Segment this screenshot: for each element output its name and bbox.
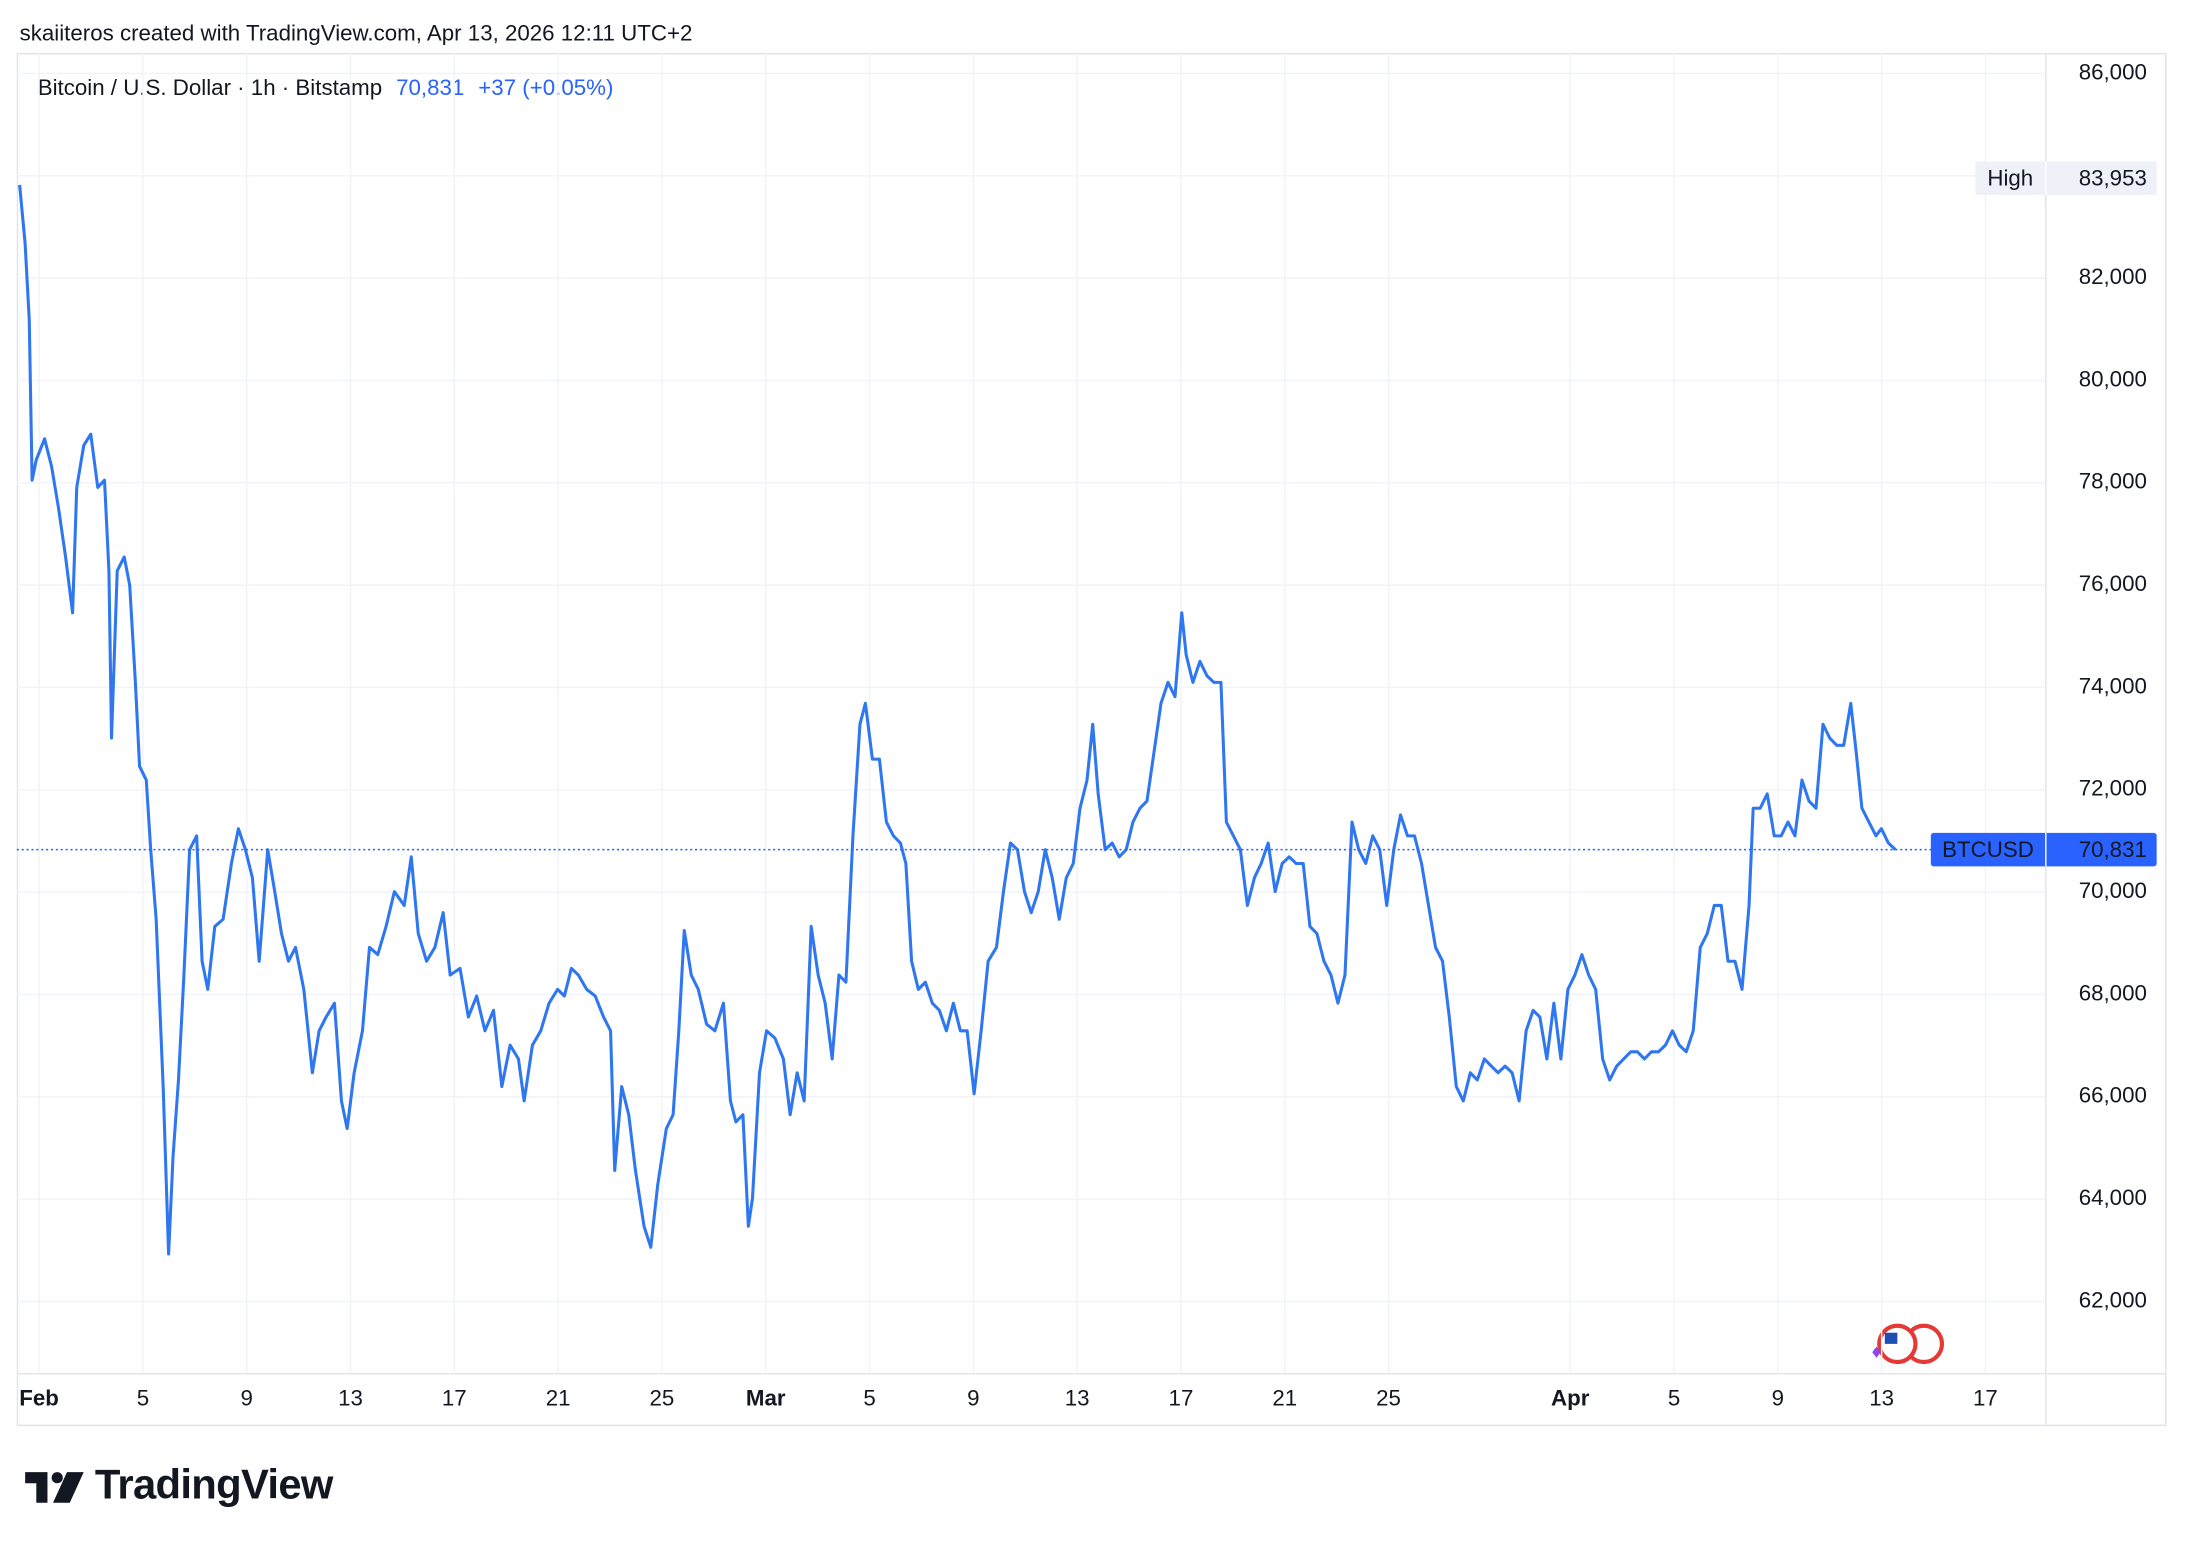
logo-mark — [53, 1472, 84, 1503]
x-tick-label: 17 — [1973, 1386, 1998, 1411]
y-tick-label: 68,000 — [2079, 980, 2147, 1005]
x-tick-label: Apr — [1551, 1386, 1590, 1411]
high-label: 83,953 — [2079, 165, 2147, 190]
x-tick-label: 13 — [1065, 1386, 1090, 1411]
brand-logo: TradingView — [25, 1460, 335, 1507]
x-tick-label: 13 — [1869, 1386, 1894, 1411]
symbol-legend: Bitcoin / U.S. Dollar · 1h · Bitstamp 70,… — [38, 75, 614, 100]
price-line-series — [18, 184, 1897, 1256]
last-price-badge — [1930, 832, 2157, 867]
y-tick-label: 80,000 — [2079, 366, 2147, 391]
y-tick-label: 66,000 — [2079, 1083, 2147, 1108]
flags-icon — [1872, 1323, 1945, 1365]
y-tick-label: 78,000 — [2079, 469, 2147, 494]
x-tick-label: 21 — [1272, 1386, 1297, 1411]
last-price-name: BTCUSD — [1942, 837, 2034, 862]
price-change: +37 (+0.05%) — [478, 75, 613, 100]
x-tick-label: 17 — [442, 1386, 467, 1411]
x-tick-label: 5 — [863, 1386, 875, 1411]
y-tick-label: 70,000 — [2079, 878, 2147, 903]
high-badge — [1975, 161, 2157, 195]
chart-title: Bitcoin / U.S. Dollar · 1h · Bitstamp — [38, 75, 382, 100]
last-price: 70,831 — [396, 75, 464, 100]
y-tick-label: 86,000 — [2079, 59, 2147, 84]
x-tick-label: 13 — [338, 1386, 363, 1411]
x-tick-label: Feb — [19, 1386, 59, 1411]
y-tick-label: 74,000 — [2079, 673, 2147, 698]
x-tick-label: 9 — [967, 1386, 979, 1411]
x-tick-label: 17 — [1169, 1386, 1194, 1411]
flag-canton — [1884, 1332, 1898, 1344]
flag-icon — [1877, 1323, 1918, 1365]
x-tick-label: Mar — [746, 1386, 786, 1411]
x-tick-label: 9 — [1772, 1386, 1784, 1411]
logo-mark — [25, 1472, 48, 1503]
y-tick-label: 62,000 — [2079, 1287, 2147, 1312]
x-tick-label: 25 — [650, 1386, 675, 1411]
x-tick-label: 5 — [137, 1386, 149, 1411]
logo-mark — [51, 1472, 63, 1484]
y-tick-label: 72,000 — [2079, 776, 2147, 801]
last-price-label: 70,831 — [2079, 837, 2147, 862]
high-name: High — [1987, 165, 2033, 190]
y-tick-label: 76,000 — [2079, 571, 2147, 596]
brand-name: TradingView — [95, 1460, 334, 1507]
x-tick-label: 5 — [1668, 1386, 1680, 1411]
x-tick-label: 21 — [546, 1386, 571, 1411]
grid — [16, 52, 2046, 1374]
credit: skaiiteros created with TradingView.com,… — [20, 21, 693, 46]
x-tick-label: 9 — [241, 1386, 253, 1411]
y-tick-label: 64,000 — [2079, 1185, 2147, 1210]
y-tick-label: 82,000 — [2079, 264, 2147, 289]
chart-frame — [16, 52, 2167, 1427]
x-tick-label: 25 — [1376, 1386, 1401, 1411]
